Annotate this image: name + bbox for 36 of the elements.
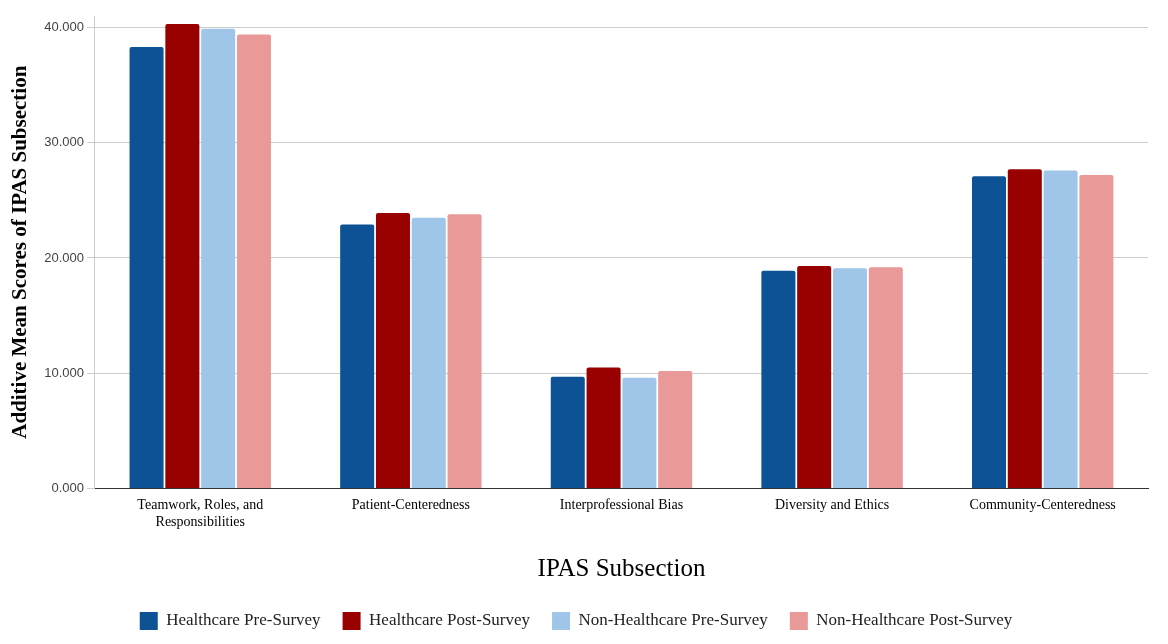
legend-label: Non-Healthcare Post-Survey: [816, 610, 1013, 630]
y-tick-label: 30.000: [44, 134, 84, 150]
bar: [622, 377, 657, 488]
y-tick-label: 40.000: [44, 19, 84, 35]
x-tick-label: Community-Centeredness: [969, 497, 1116, 513]
bar: [971, 176, 1006, 488]
x-tick-label: Interprofessional Bias: [559, 497, 684, 513]
bar: [797, 266, 832, 488]
bar: [1079, 175, 1114, 488]
bar: [761, 270, 796, 488]
bar: [201, 28, 236, 488]
bar: [165, 24, 200, 488]
bar: [832, 268, 867, 488]
y-axis-title: Additive Mean Scores of IPAS Subsection: [7, 65, 32, 439]
bar: [375, 213, 410, 488]
bar: [340, 224, 375, 488]
bar: [236, 34, 271, 488]
legend-label: Healthcare Pre-Survey: [166, 610, 322, 630]
legend-label: Healthcare Post-Survey: [369, 610, 531, 630]
x-tick-label: Teamwork, Roles, and Responsibilities: [137, 497, 264, 530]
y-tick-label: 20.000: [44, 249, 84, 265]
x-axis-title: IPAS Subsection: [537, 553, 706, 581]
bar: [129, 47, 164, 488]
bar: [658, 370, 693, 488]
legend-label: Non-Healthcare Pre-Survey: [578, 610, 769, 630]
y-tick-label: 10.000: [44, 364, 84, 380]
y-tick-label: 0.000: [51, 479, 84, 495]
bar: [411, 217, 446, 488]
bar: [586, 367, 621, 488]
bar: [1043, 170, 1078, 488]
x-tick-label: Diversity and Ethics: [774, 497, 890, 513]
bar: [447, 214, 482, 488]
bar: [868, 267, 903, 488]
x-tick-label: Patient-Centeredness: [351, 497, 470, 513]
bar: [550, 376, 585, 488]
bar: [1007, 169, 1042, 488]
